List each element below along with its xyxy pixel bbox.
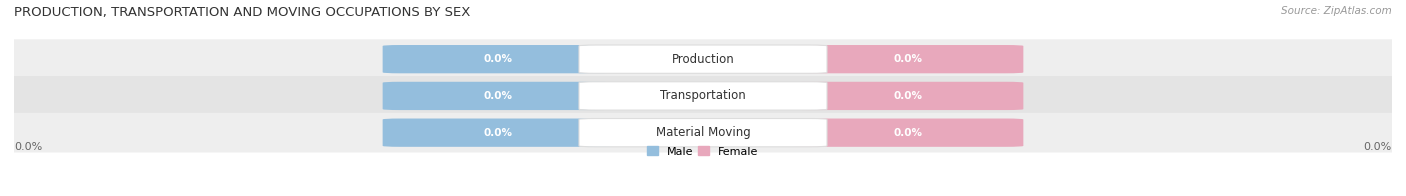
Text: 0.0%: 0.0% [484,91,513,101]
FancyBboxPatch shape [793,45,1024,73]
Text: 0.0%: 0.0% [893,128,922,138]
Text: PRODUCTION, TRANSPORTATION AND MOVING OCCUPATIONS BY SEX: PRODUCTION, TRANSPORTATION AND MOVING OC… [14,6,471,19]
Text: 0.0%: 0.0% [14,142,42,152]
Text: 0.0%: 0.0% [893,54,922,64]
Text: 0.0%: 0.0% [1364,142,1392,152]
FancyBboxPatch shape [579,119,827,147]
FancyBboxPatch shape [0,76,1406,116]
FancyBboxPatch shape [382,45,613,73]
FancyBboxPatch shape [0,113,1406,152]
FancyBboxPatch shape [382,119,613,147]
FancyBboxPatch shape [0,39,1406,79]
Text: 0.0%: 0.0% [484,128,513,138]
FancyBboxPatch shape [579,82,827,110]
Text: Material Moving: Material Moving [655,126,751,139]
Text: Transportation: Transportation [661,89,745,103]
FancyBboxPatch shape [382,82,613,110]
FancyBboxPatch shape [793,119,1024,147]
FancyBboxPatch shape [793,82,1024,110]
Text: 0.0%: 0.0% [893,91,922,101]
Text: Production: Production [672,53,734,66]
Text: 0.0%: 0.0% [484,54,513,64]
Legend: Male, Female: Male, Female [647,146,759,157]
FancyBboxPatch shape [579,45,827,73]
Text: Source: ZipAtlas.com: Source: ZipAtlas.com [1281,6,1392,16]
